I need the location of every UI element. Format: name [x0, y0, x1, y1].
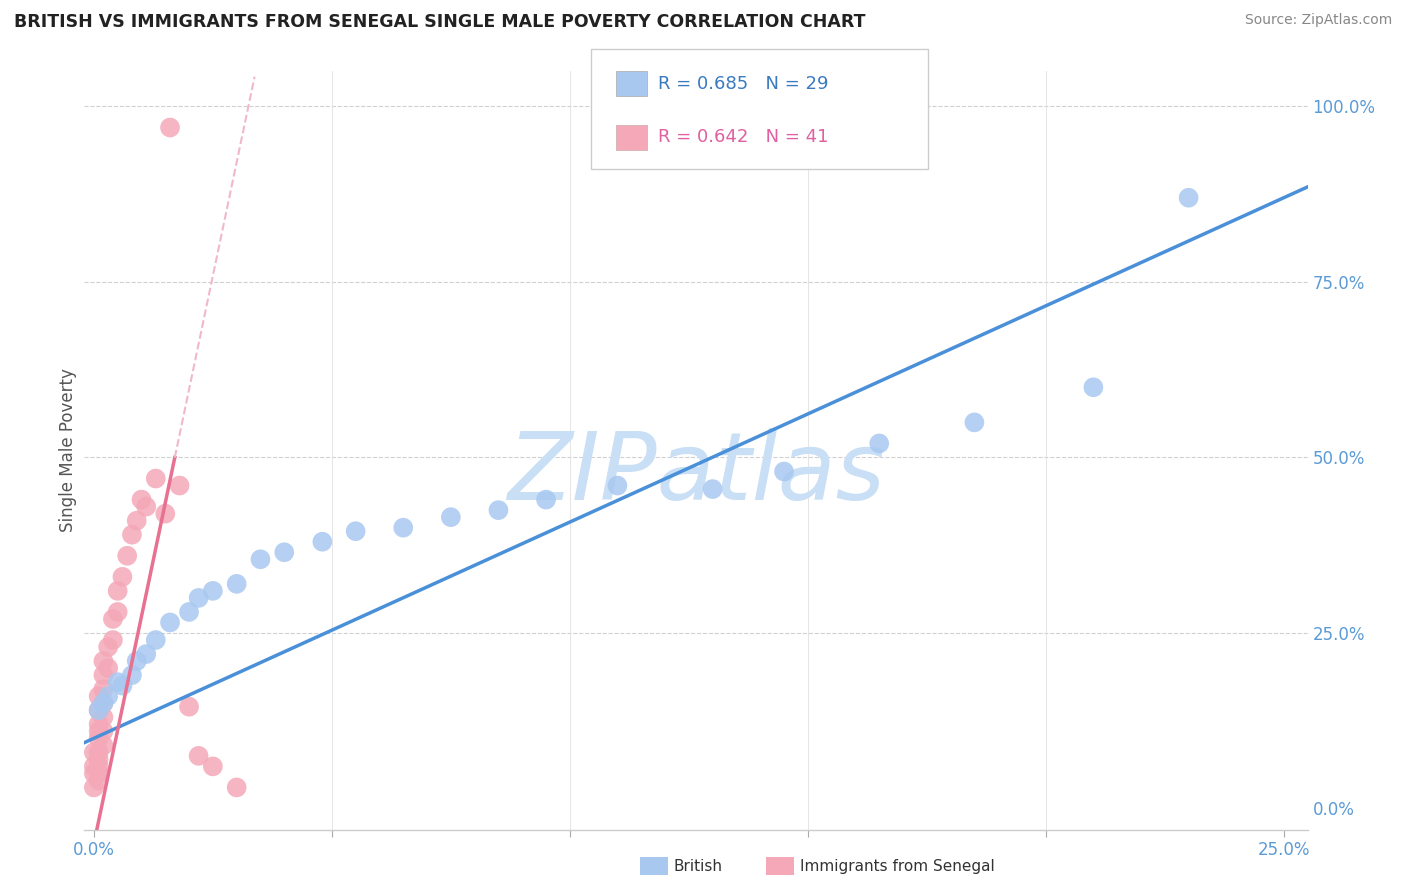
Point [125, 654, 148, 668]
Point [93, 682, 115, 697]
Point [273, 545, 295, 559]
Point [488, 503, 510, 517]
Point [534, 492, 557, 507]
Point [249, 552, 271, 566]
Point [93, 696, 115, 710]
Point [311, 534, 333, 549]
Point [107, 605, 129, 619]
Point [177, 605, 200, 619]
Point [169, 478, 191, 492]
Point [145, 633, 167, 648]
Point [107, 583, 129, 598]
Point [440, 510, 463, 524]
Point [187, 748, 209, 763]
Point [201, 759, 224, 773]
Point [225, 780, 247, 795]
Point [87, 752, 110, 766]
Point [145, 471, 167, 485]
Point [111, 570, 134, 584]
Point [111, 679, 134, 693]
Point [159, 120, 181, 135]
Point [201, 583, 224, 598]
Point [93, 696, 115, 710]
Point [87, 717, 110, 731]
Point [392, 521, 415, 535]
Text: Immigrants from Senegal: Immigrants from Senegal [800, 859, 995, 873]
Text: R = 0.685   N = 29: R = 0.685 N = 29 [658, 75, 828, 93]
Text: British: British [673, 859, 723, 873]
Point [87, 745, 110, 759]
Point [159, 615, 181, 630]
Point [87, 724, 110, 739]
Point [344, 524, 367, 539]
Point [83, 745, 105, 759]
Point [125, 514, 148, 528]
Point [131, 492, 153, 507]
Point [97, 689, 120, 703]
Point [177, 699, 200, 714]
Point [121, 668, 143, 682]
Point [702, 482, 724, 496]
Text: R = 0.642   N = 41: R = 0.642 N = 41 [658, 128, 828, 146]
Point [87, 703, 110, 717]
Point [87, 731, 110, 746]
Point [606, 478, 628, 492]
Point [101, 633, 124, 648]
Point [97, 640, 120, 654]
Point [1177, 191, 1199, 205]
Point [963, 416, 986, 430]
Point [868, 436, 890, 450]
Point [115, 549, 138, 563]
Point [93, 724, 115, 739]
Point [93, 739, 115, 753]
Point [83, 759, 105, 773]
Point [187, 591, 209, 605]
Text: BRITISH VS IMMIGRANTS FROM SENEGAL SINGLE MALE POVERTY CORRELATION CHART: BRITISH VS IMMIGRANTS FROM SENEGAL SINGL… [14, 13, 866, 31]
Point [93, 710, 115, 724]
Point [87, 759, 110, 773]
Point [773, 465, 796, 479]
Y-axis label: Single Male Poverty: Single Male Poverty [59, 368, 77, 533]
Point [93, 668, 115, 682]
Point [135, 647, 157, 661]
Point [135, 500, 157, 514]
Point [225, 577, 247, 591]
Point [83, 780, 105, 795]
Text: Source: ZipAtlas.com: Source: ZipAtlas.com [1244, 13, 1392, 28]
Point [155, 507, 177, 521]
Point [93, 654, 115, 668]
Point [83, 766, 105, 780]
Point [1083, 380, 1105, 394]
Point [87, 773, 110, 788]
Point [87, 766, 110, 780]
Point [87, 689, 110, 703]
Point [87, 703, 110, 717]
Point [121, 527, 143, 541]
Point [107, 675, 129, 690]
Text: ZIPatlas: ZIPatlas [508, 427, 884, 519]
Point [101, 612, 124, 626]
Point [97, 661, 120, 675]
